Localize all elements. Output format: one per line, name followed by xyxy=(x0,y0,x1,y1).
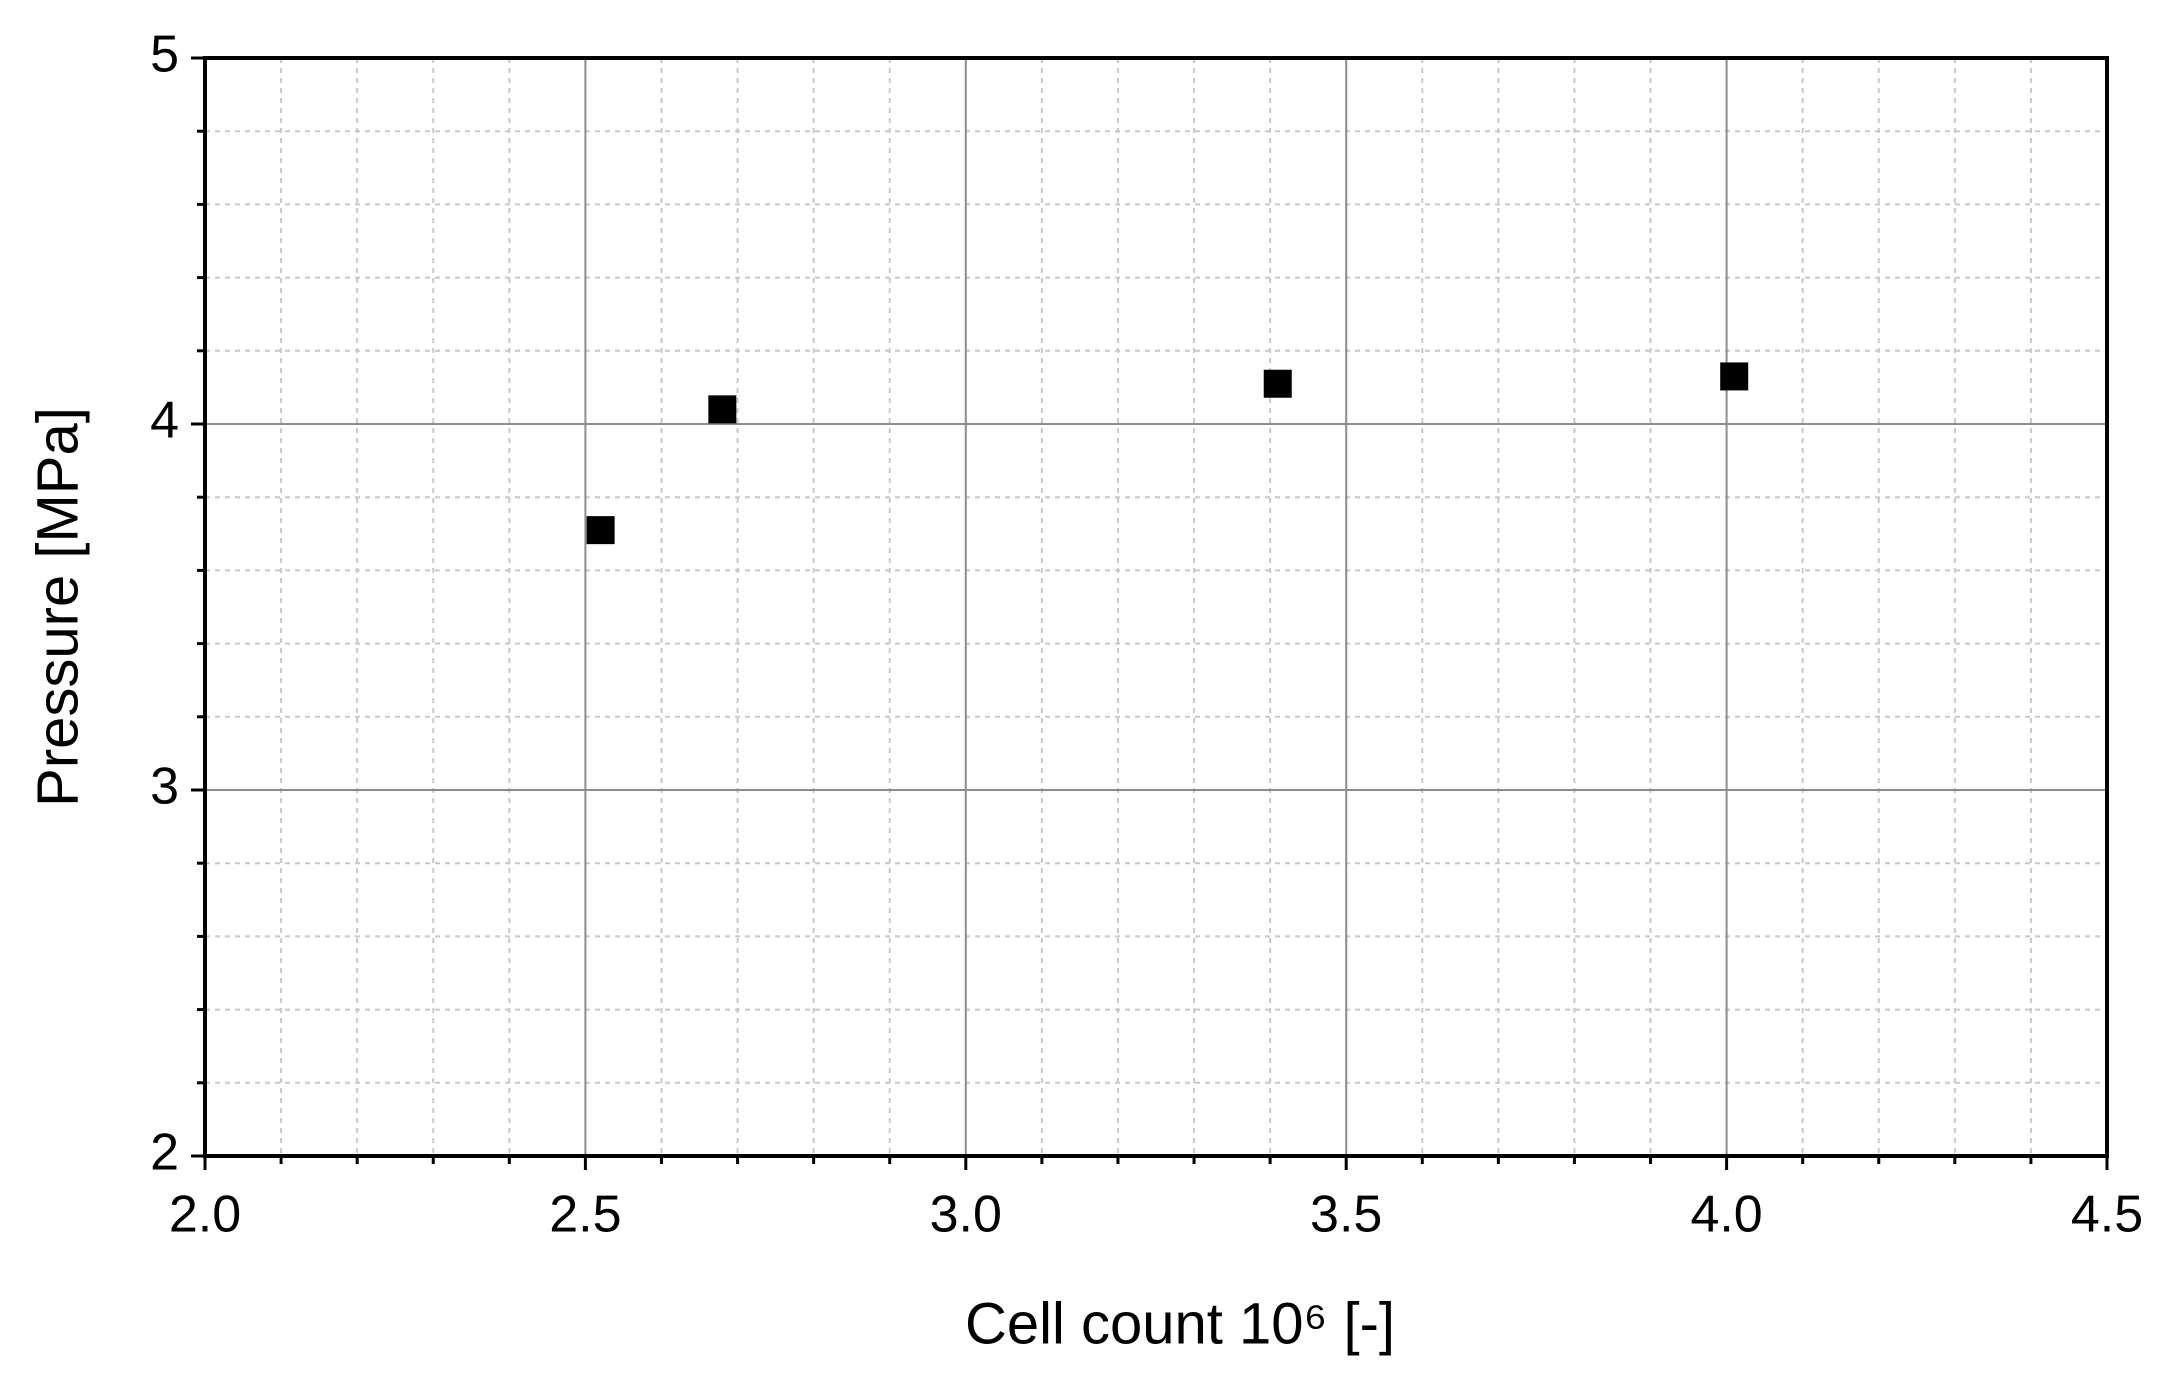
y-tick-label: 5 xyxy=(150,26,179,84)
y-tick-label: 3 xyxy=(150,758,179,816)
x-axis-label: Cell count 10⁶ [-] xyxy=(965,1291,1395,1356)
point xyxy=(1720,362,1749,391)
y-axis-label: Pressure [MPa] xyxy=(25,407,90,807)
x-tick-label: 4.0 xyxy=(1690,1186,1762,1244)
point xyxy=(1263,369,1292,398)
point xyxy=(708,395,737,424)
y-tick-label: 2 xyxy=(150,1124,179,1182)
y-tick-label: 4 xyxy=(150,392,179,450)
x-tick-label: 4.5 xyxy=(2071,1186,2143,1244)
plot-frame xyxy=(203,56,2109,1158)
x-tick-label: 3.0 xyxy=(930,1186,1002,1244)
x-tick-label: 2.0 xyxy=(169,1186,241,1244)
x-tick-label: 3.5 xyxy=(1310,1186,1382,1244)
x-tick-label: 2.5 xyxy=(549,1186,621,1244)
point xyxy=(586,516,615,545)
